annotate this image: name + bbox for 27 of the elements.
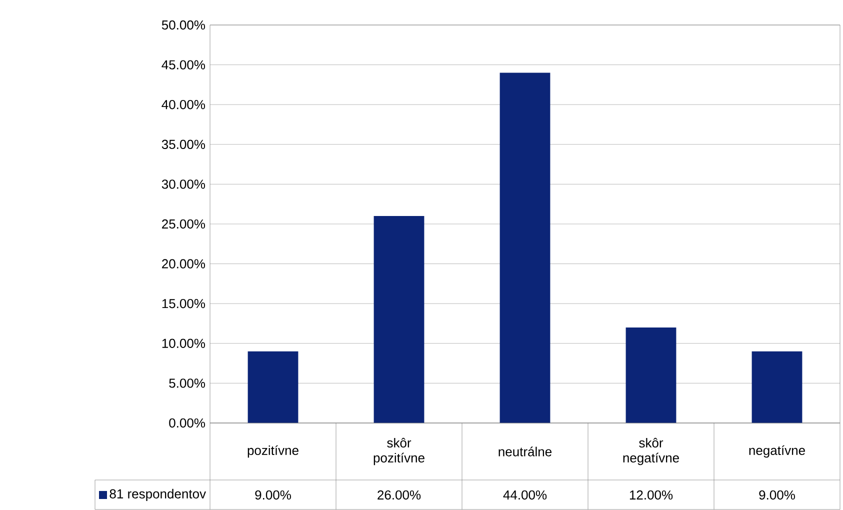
bar: [752, 351, 802, 423]
data-label: 9.00%: [759, 490, 795, 500]
bar: [374, 216, 424, 423]
y-tick-label: 5.00%: [169, 378, 206, 388]
bar: [500, 72, 550, 423]
y-tick-label: 10.00%: [162, 338, 206, 348]
y-tick-label: 35.00%: [162, 140, 206, 149]
data-label: 12.00%: [630, 490, 673, 500]
bar: [248, 351, 298, 423]
x-tick-label: skôr pozitívne: [374, 438, 424, 466]
x-tick-label: pozitívne: [248, 445, 298, 458]
x-tick-label: negatívne: [749, 445, 805, 458]
y-tick-label: 40.00%: [162, 100, 206, 110]
bar: [626, 327, 676, 423]
y-tick-label: 0.00%: [169, 418, 206, 428]
legend-label: 81 respondentov: [110, 488, 206, 502]
x-tick-label: neutrálne: [498, 446, 552, 456]
x-tick-label: skôr negatívne: [623, 438, 679, 466]
y-tick-label: 15.00%: [162, 298, 206, 308]
y-tick-label: 20.00%: [162, 259, 206, 268]
y-tick-label: 30.00%: [162, 180, 206, 189]
y-tick-label: 45.00%: [162, 60, 206, 70]
data-label: 44.00%: [503, 490, 547, 500]
y-tick-label: 25.00%: [162, 219, 206, 229]
data-label: 26.00%: [378, 490, 421, 500]
data-label: 9.00%: [255, 490, 291, 500]
y-tick-label: 50.00%: [162, 20, 206, 30]
